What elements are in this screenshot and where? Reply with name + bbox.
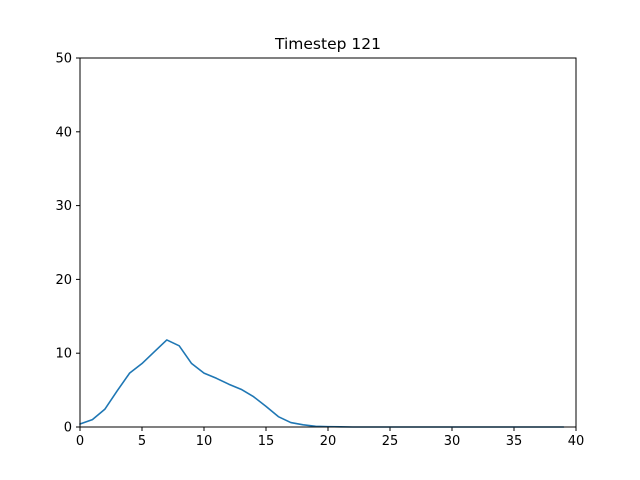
x-tick-label: 40 [568, 434, 585, 449]
y-tick-label: 20 [55, 273, 72, 288]
series-layer [79, 339, 565, 428]
x-tick-label: 0 [76, 434, 84, 449]
ticks-layer: 0 5 10 15 20 25 30 35 40 0 10 20 30 40 50 [55, 52, 584, 450]
x-tick-label: 20 [320, 434, 337, 449]
chart-title: Timestep 121 [274, 35, 381, 53]
y-tick-label: 40 [55, 125, 72, 140]
y-tick-label: 0 [64, 421, 72, 436]
plot-frame [79, 57, 577, 428]
series-line-0 [79, 339, 565, 428]
x-tick-label: 10 [196, 434, 213, 449]
x-tick-label: 15 [258, 434, 275, 449]
x-tick-label: 25 [382, 434, 399, 449]
y-tick-label: 50 [55, 52, 72, 67]
x-tick-label: 35 [506, 434, 523, 449]
y-tick-label: 30 [55, 199, 72, 214]
x-tick-label: 5 [138, 434, 146, 449]
x-tick-label: 30 [444, 434, 461, 449]
y-tick-label: 10 [55, 347, 72, 362]
